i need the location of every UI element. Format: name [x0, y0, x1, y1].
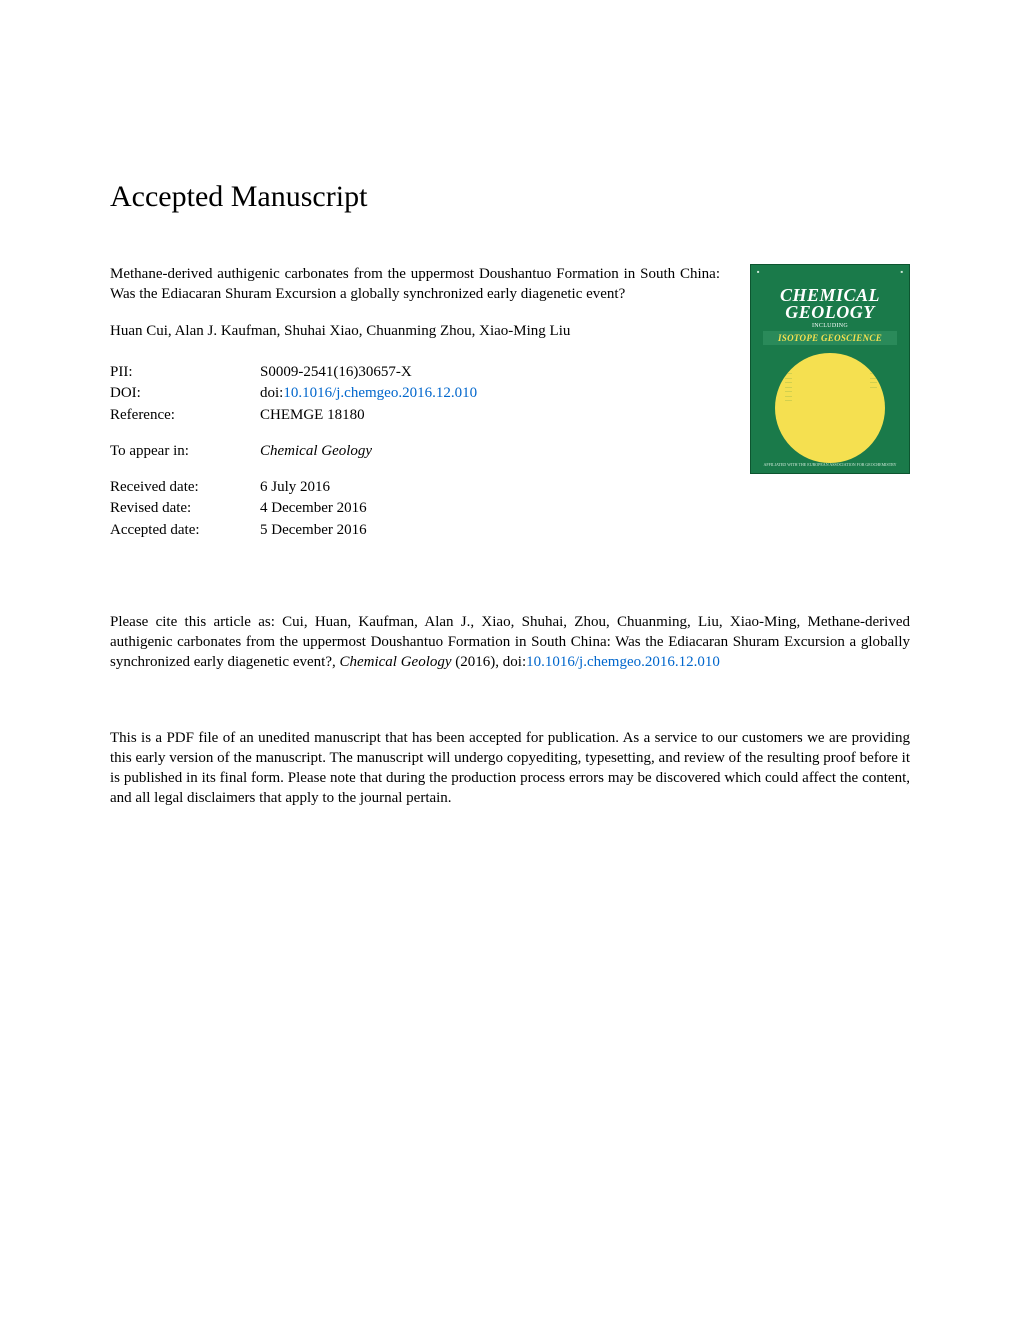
content-wrap: Methane-derived authigenic carbonates fr… [110, 264, 910, 542]
cover-editor-names-left: —————————————— [785, 371, 792, 403]
meta-label: To appear in: [110, 441, 260, 463]
meta-row-pii: PII: S0009-2541(16)30657-X [110, 362, 720, 384]
meta-row-received: Received date: 6 July 2016 [110, 477, 720, 499]
citation-text: Please cite this article as: Cui, Huan, … [110, 612, 910, 673]
meta-label: Revised date: [110, 498, 260, 520]
meta-value: CHEMGE 18180 [260, 405, 720, 427]
citation-year: (2016), doi: [452, 654, 527, 670]
cover-top-bar: ■■ [757, 269, 903, 277]
cover-title-line2: GEOLOGY [759, 304, 901, 321]
doi-prefix: doi: [260, 385, 283, 401]
citation-doi-link[interactable]: 10.1016/j.chemgeo.2016.12.010 [526, 654, 720, 670]
journal-cover-thumbnail: ■■ CHEMICAL GEOLOGY INCLUDING ISOTOPE GE… [750, 264, 910, 474]
meta-row-accepted: Accepted date: 5 December 2016 [110, 520, 720, 542]
meta-value: doi:10.1016/j.chemgeo.2016.12.010 [260, 383, 720, 405]
meta-value: 4 December 2016 [260, 498, 720, 520]
citation-journal: Chemical Geology [339, 654, 451, 670]
meta-label: Reference: [110, 405, 260, 427]
meta-label: PII: [110, 362, 260, 384]
meta-value: 6 July 2016 [260, 477, 720, 499]
disclaimer-text: This is a PDF file of an unedited manusc… [110, 728, 910, 809]
cover-footer: AFFILIATED WITH THE EUROPEAN ASSOCIATION… [751, 462, 909, 467]
cover-including: INCLUDING [759, 323, 901, 329]
meta-row-doi: DOI: doi:10.1016/j.chemgeo.2016.12.010 [110, 383, 720, 405]
page-heading: Accepted Manuscript [110, 180, 910, 214]
meta-label: DOI: [110, 383, 260, 405]
meta-label: Accepted date: [110, 520, 260, 542]
doi-link[interactable]: 10.1016/j.chemgeo.2016.12.010 [283, 385, 477, 401]
metadata-block: PII: S0009-2541(16)30657-X DOI: doi:10.1… [110, 362, 720, 542]
cover-circle-graphic: —————————————— ———————— [775, 353, 885, 463]
meta-value: S0009-2541(16)30657-X [260, 362, 720, 384]
meta-label: Received date: [110, 477, 260, 499]
meta-value: Chemical Geology [260, 441, 720, 463]
cover-journal-title: CHEMICAL GEOLOGY [759, 287, 901, 321]
cover-editor-names-right: ———————— [870, 371, 877, 389]
article-title: Methane-derived authigenic carbonates fr… [110, 264, 720, 305]
author-list: Huan Cui, Alan J. Kaufman, Shuhai Xiao, … [110, 323, 720, 340]
meta-row-revised: Revised date: 4 December 2016 [110, 498, 720, 520]
left-column: Methane-derived authigenic carbonates fr… [110, 264, 720, 542]
meta-row-reference: Reference: CHEMGE 18180 [110, 405, 720, 427]
meta-value: 5 December 2016 [260, 520, 720, 542]
cover-isotope: ISOTOPE GEOSCIENCE [763, 331, 897, 345]
meta-row-appear: To appear in: Chemical Geology [110, 441, 720, 463]
